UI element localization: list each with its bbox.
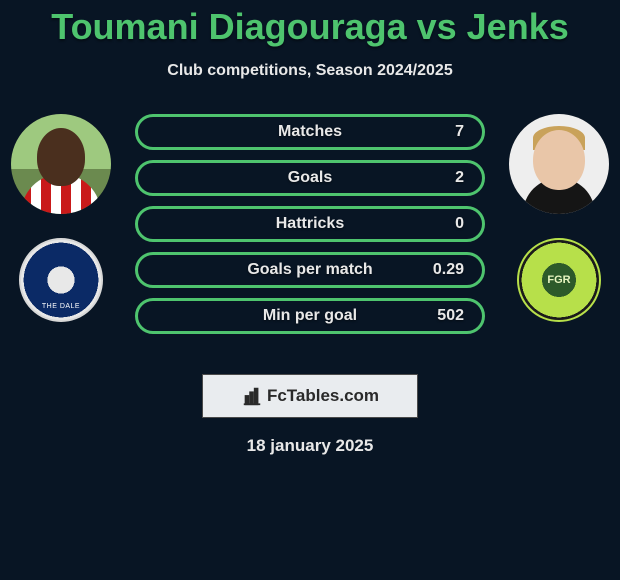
- watermark-text: FcTables.com: [267, 386, 379, 406]
- generated-date: 18 january 2025: [0, 436, 620, 456]
- right-club-crest: [517, 238, 601, 322]
- stat-label: Matches: [278, 123, 342, 141]
- stats-area: Matches 7 Goals 2 Hattricks 0 Goals per …: [0, 114, 620, 354]
- stat-value: 0: [455, 215, 464, 233]
- stat-pills: Matches 7 Goals 2 Hattricks 0 Goals per …: [135, 114, 485, 334]
- bar-chart-icon: [241, 385, 263, 407]
- comparison-title: Toumani Diagouraga vs Jenks: [0, 0, 620, 48]
- stat-value: 0.29: [433, 261, 464, 279]
- watermark-badge: FcTables.com: [202, 374, 418, 418]
- right-player-avatar: [509, 114, 609, 214]
- stat-row-goals: Goals 2: [135, 160, 485, 196]
- right-player-column: [504, 114, 614, 322]
- stat-label: Goals per match: [247, 261, 372, 279]
- stat-row-hattricks: Hattricks 0: [135, 206, 485, 242]
- stat-label: Goals: [288, 169, 332, 187]
- stat-label: Hattricks: [276, 215, 344, 233]
- stat-row-matches: Matches 7: [135, 114, 485, 150]
- comparison-subtitle: Club competitions, Season 2024/2025: [0, 62, 620, 80]
- stat-value: 502: [437, 307, 464, 325]
- left-player-column: [6, 114, 116, 322]
- left-club-crest: [19, 238, 103, 322]
- stat-row-goals-per-match: Goals per match 0.29: [135, 252, 485, 288]
- stat-label: Min per goal: [263, 307, 357, 325]
- stat-value: 2: [455, 169, 464, 187]
- stat-row-min-per-goal: Min per goal 502: [135, 298, 485, 334]
- stat-value: 7: [455, 123, 464, 141]
- left-player-avatar: [11, 114, 111, 214]
